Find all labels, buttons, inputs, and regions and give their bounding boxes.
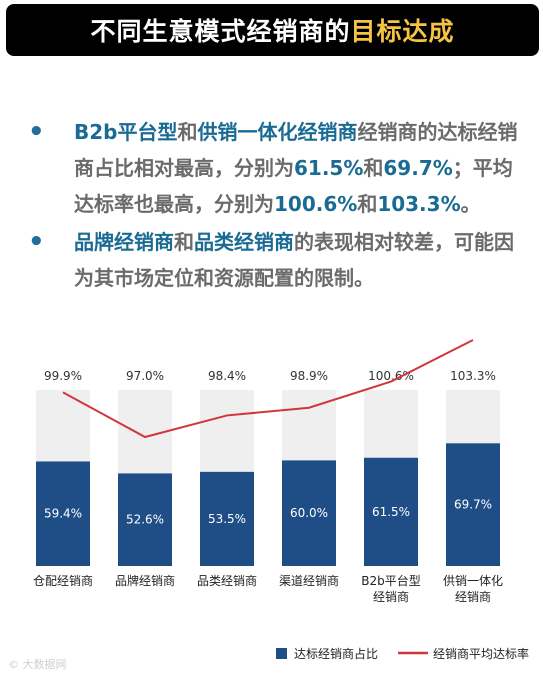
- body-text: 和: [363, 156, 384, 180]
- line-value-label: 99.9%: [44, 369, 82, 383]
- bullet-dot: •: [28, 117, 45, 147]
- bullet-text: 品牌经销商和品类经销商的表现相对较差，可能因为其市场定位和资源配置的限制。: [74, 224, 518, 296]
- body-text: 和: [174, 230, 194, 254]
- highlight-text: 供销一体化经销商: [197, 120, 358, 144]
- page-title: 不同生意模式经销商的目标达成: [90, 12, 454, 48]
- body-text: 经销商的达标经销商占比相对最高，分别为: [74, 120, 518, 180]
- category-label: 品牌经销商: [115, 573, 175, 588]
- category-label: B2b平台型: [361, 573, 421, 588]
- title-main: 不同生意模式经销商的: [90, 17, 351, 46]
- category-label: 品类经销商: [197, 573, 257, 588]
- bar-value-label: 53.5%: [208, 512, 246, 526]
- body-text: 和: [357, 192, 378, 216]
- bar-value-label: 59.4%: [44, 507, 82, 521]
- bar-value-label: 60.0%: [290, 506, 328, 520]
- category-label: 供销一体化: [443, 574, 503, 588]
- watermark: © 大数据网: [8, 658, 67, 671]
- line-value-label: 103.3%: [450, 369, 496, 383]
- bullet-item: • 品牌经销商和品类经销商的表现相对较差，可能因为其市场定位和资源配置的限制。: [28, 224, 518, 296]
- bar-value-label: 69.7%: [454, 498, 492, 512]
- bar: [36, 461, 90, 566]
- highlight-text: 103.3%: [377, 192, 461, 216]
- line-value-label: 100.6%: [368, 369, 414, 383]
- body-text: ；平均达标率也最高，分别为: [74, 156, 513, 216]
- bar-value-label: 61.5%: [372, 505, 410, 519]
- bar: [446, 443, 500, 566]
- bar: [282, 460, 336, 566]
- line-value-label: 98.4%: [208, 369, 246, 383]
- highlight-text: 61.5%: [294, 156, 364, 180]
- legend-swatch-bar: [276, 648, 287, 659]
- legend-label-bar: 达标经销商占比: [294, 646, 378, 661]
- highlight-text: 品牌经销商: [74, 230, 174, 254]
- bar: [364, 457, 418, 566]
- category-label: 仓配经销商: [33, 573, 93, 588]
- page-header: 不同生意模式经销商的目标达成: [6, 4, 539, 56]
- body-text: 的表现相对较差，可能因为其市场定位和资源配置的限制。: [74, 230, 514, 290]
- highlight-text: 69.7%: [383, 156, 453, 180]
- line-value-label: 98.9%: [290, 369, 328, 383]
- category-label: 经销商: [373, 589, 409, 604]
- category-label: 经销商: [455, 589, 491, 604]
- body-text: 。: [460, 192, 481, 216]
- line-value-label: 97.0%: [126, 369, 164, 383]
- bar: [118, 473, 172, 566]
- bullet-dot: •: [28, 227, 45, 257]
- series-line: [62, 339, 474, 439]
- bar-value-label: 52.6%: [126, 513, 164, 527]
- category-label: 渠道经销商: [279, 573, 339, 588]
- bar: [200, 471, 254, 566]
- body-text: 和: [177, 120, 198, 144]
- highlight-text: 100.6%: [274, 192, 358, 216]
- title-highlight: 目标达成: [350, 17, 455, 46]
- bullet-list: • B2b平台型和供销一体化经销商经销商的达标经销商占比相对最高，分别为61.5%…: [28, 114, 518, 298]
- highlight-text: B2b平台型: [74, 120, 178, 144]
- bullet-text: B2b平台型和供销一体化经销商经销商的达标经销商占比相对最高，分别为61.5%和…: [74, 114, 518, 222]
- bullet-item: • B2b平台型和供销一体化经销商经销商的达标经销商占比相对最高，分别为61.5%…: [28, 114, 518, 222]
- highlight-text: 品类经销商: [194, 230, 294, 254]
- legend-label-line: 经销商平均达标率: [433, 646, 529, 661]
